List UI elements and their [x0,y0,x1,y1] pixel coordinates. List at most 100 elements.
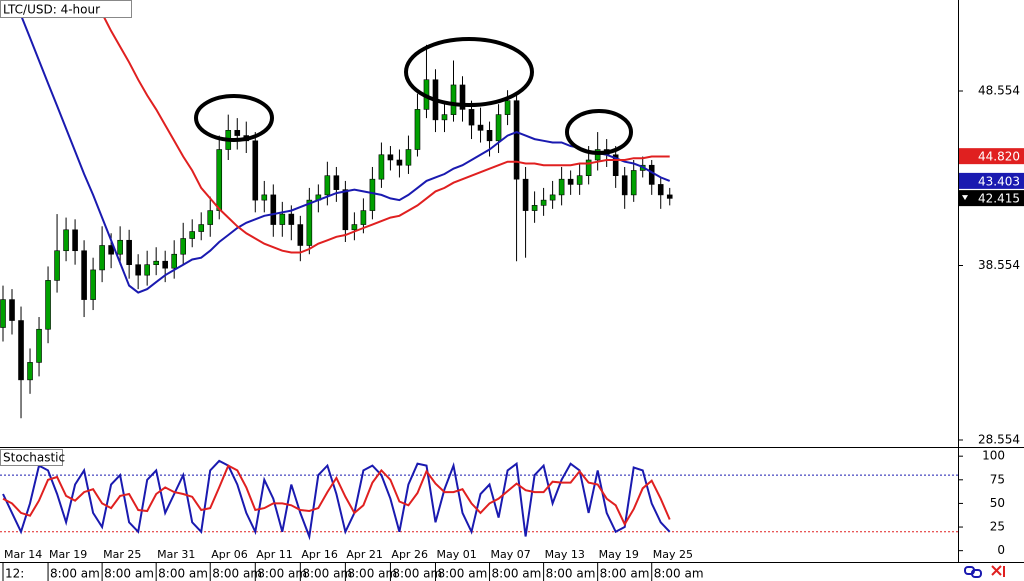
y-tick-label: 48.554 [978,83,1020,97]
candle-body [468,109,475,126]
candle-body [18,320,24,381]
candle-body [90,269,96,300]
candle-body [477,124,484,131]
price-tag-label: 42.415 [978,192,1020,206]
x-time-label: 8:00 am [104,567,154,581]
candle-body [216,149,223,211]
stoch-tick-label: 0 [997,543,1005,557]
candle-body [414,109,421,150]
candle-body [612,154,619,176]
candle-body [333,175,340,190]
candle-body [342,189,349,231]
toolbar-icons[interactable] [964,565,1005,578]
x-time-label: 8:00 am [212,567,262,581]
y-tick-label: 38.554 [978,258,1020,272]
candle-body [144,264,150,276]
candle-body [666,194,673,199]
candle-body [306,199,313,246]
candle-body [630,170,637,196]
x-tick-label: Apr 06 [211,548,248,561]
candle-body [252,140,259,201]
candle-body [279,213,286,225]
x-tick-label: May 25 [653,548,693,561]
candle-body [0,299,6,328]
candle-body [558,178,565,196]
candle-body [36,328,42,363]
y-tick-label: 28.554 [978,432,1020,446]
candle-body [207,210,214,225]
link-icon[interactable] [971,569,982,578]
x-tick-label: Mar 14 [4,548,42,561]
x-time-label: 8:00 am [437,567,487,581]
annotation-circle [565,109,633,155]
close-icon[interactable] [991,565,1005,577]
x-tick-label: Apr 21 [346,548,383,561]
title-box [0,0,132,18]
candle-body [648,164,655,185]
candle-body [45,280,51,330]
candle-body [504,100,511,115]
candle-body [234,130,241,136]
annotation-circle [404,37,534,107]
x-time-label: 8:00 am [654,567,704,581]
x-time-label: 8:00 am [257,567,307,581]
x-tick-label: Apr 16 [301,548,338,561]
x-tick-label: May 07 [491,548,531,561]
candle-body [450,84,457,115]
x-time-label: 8:00 am [600,567,650,581]
candle-body [369,178,376,211]
candle-body [81,250,87,300]
stoch-tick-label: 100 [982,449,1005,463]
x-tick-label: May 19 [599,548,639,561]
candle-body [324,175,331,196]
candle-body [27,362,33,381]
annotation-circle [194,94,274,142]
candle-body [549,194,556,201]
stoch-tick-label: 50 [990,496,1005,510]
x-tick-label: Mar 19 [49,548,87,561]
x-time-label: 12: [5,567,24,581]
candle-body [180,238,186,255]
stoch-tick-label: 25 [990,520,1005,534]
stoch-tick-label: 75 [990,472,1005,486]
candle-body [288,213,295,225]
stochastic-line [2,459,671,541]
x-time-label: 8:00 am [392,567,442,581]
candle-body [297,224,304,246]
candle-body [567,178,574,185]
candle-body [459,84,466,110]
last-price-arrow [962,195,968,201]
candle-body [585,159,592,176]
x-time-label: 8:00 am [158,567,208,581]
candle-body [198,224,205,232]
candle-body [135,264,141,276]
candle-body [396,159,403,166]
price-tag-label: 43.403 [978,174,1020,188]
candle-body [63,229,69,252]
candle-body [162,260,168,269]
x-time-label: 8:00 am [50,567,100,581]
x-tick-label: Mar 31 [157,548,195,561]
price-tag [959,172,1024,189]
candle-body [261,194,268,201]
candle-body [495,114,502,142]
candle-body [441,114,448,121]
candle-body [387,154,394,161]
candle-body [189,231,196,239]
x-time-label: 8:00 am [546,567,596,581]
candle-body [270,194,277,225]
indicator-title: Stochastic [3,451,65,465]
price-tag [959,190,1024,207]
x-time-label: 8:00 am [492,567,542,581]
indicator-title-box [0,449,63,466]
chart-title: LTC/USD: 4-hour [3,3,100,17]
candle-body [153,260,159,265]
price-tag-label: 44.820 [978,150,1020,164]
candle-body [540,199,547,206]
candle-body [108,245,114,255]
candle-body [486,130,493,142]
candle-body [351,224,358,231]
candle-body [531,205,538,211]
x-tick-label: Mar 25 [103,548,141,561]
